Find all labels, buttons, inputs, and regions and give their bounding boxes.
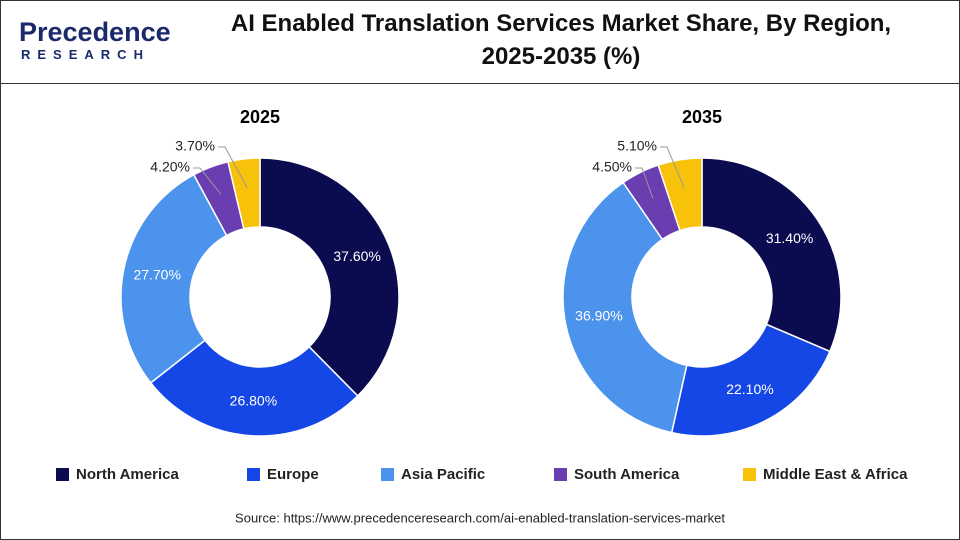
leader-line: [218, 146, 248, 188]
data-label: 27.70%: [133, 266, 180, 282]
legend-label: Asia Pacific: [401, 466, 485, 483]
data-label: 22.10%: [726, 381, 773, 397]
chart-title: 2035: [682, 107, 722, 127]
data-label: 26.80%: [230, 392, 277, 408]
data-label: 37.60%: [333, 248, 380, 264]
data-label: 4.50%: [592, 159, 632, 175]
leader-line: [193, 167, 222, 195]
divider: [1, 83, 959, 84]
data-label: 4.20%: [150, 159, 190, 175]
legend-label: Middle East & Africa: [763, 466, 908, 483]
legend-swatch: [247, 468, 260, 481]
slice: [657, 157, 703, 232]
slice: [562, 181, 688, 434]
legend-swatch: [743, 468, 756, 481]
data-label: 31.40%: [766, 230, 813, 246]
legend-swatch: [381, 468, 394, 481]
slice: [227, 157, 261, 230]
legend-swatch: [554, 468, 567, 481]
logo: Precedence: [19, 17, 171, 47]
slice: [120, 173, 228, 384]
data-label: 3.70%: [175, 138, 215, 154]
legend-label: North America: [76, 466, 179, 483]
leader-line: [660, 146, 685, 189]
legend-label: Europe: [267, 466, 319, 483]
leader-line: [635, 167, 654, 199]
data-label: 5.10%: [617, 138, 657, 154]
data-label: 36.90%: [575, 308, 622, 324]
legend-label: South America: [574, 466, 680, 483]
chart-title: 2025: [240, 107, 280, 127]
slice: [701, 157, 842, 353]
logo-subtitle: RESEARCH: [21, 47, 150, 62]
slice: [259, 157, 400, 397]
page-title: AI Enabled Translation Services Market S…: [230, 10, 892, 70]
slice: [670, 323, 831, 437]
source: Source: https://www.precedenceresearch.c…: [235, 510, 725, 525]
legend-swatch: [56, 468, 69, 481]
slice: [149, 339, 359, 437]
